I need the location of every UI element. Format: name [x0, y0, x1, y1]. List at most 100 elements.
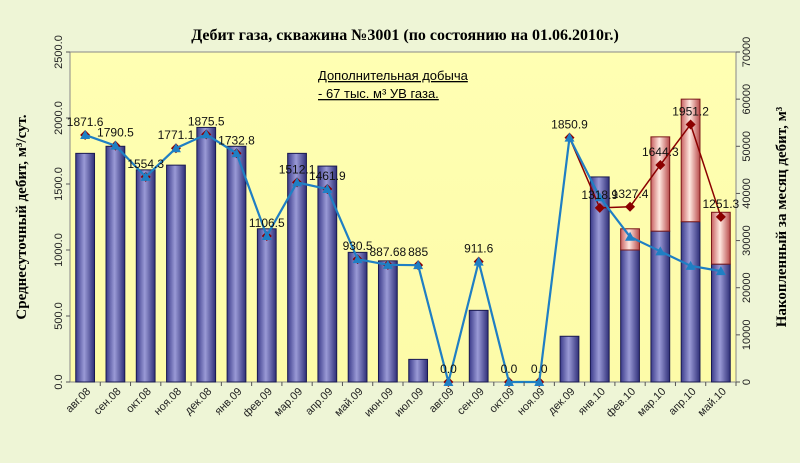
bar-base	[317, 165, 338, 383]
data-label: 1327.4	[612, 187, 649, 201]
bar-base	[710, 263, 731, 383]
point-daily-base	[201, 129, 212, 139]
x-tick-label: сен.09	[455, 386, 487, 418]
data-label: 911.6	[464, 242, 493, 256]
bar-base	[105, 145, 126, 383]
data-label: 1106.5	[249, 216, 285, 230]
point-daily-base	[231, 148, 242, 158]
x-tick-label: дек.08	[183, 386, 215, 418]
point-daily-base	[140, 171, 151, 181]
point-daily-base	[594, 192, 605, 202]
bar-base	[347, 251, 368, 383]
x-tick-label: май.09	[332, 386, 365, 419]
y-tick-label: 2000.0	[53, 101, 65, 135]
bar-base	[559, 335, 580, 383]
data-label: 0.0	[531, 362, 548, 376]
data-label: 930.5	[343, 239, 373, 253]
x-tick-label: янв.09	[213, 386, 245, 418]
y2-tick-label: 30000	[741, 225, 753, 256]
annotation: Дополнительная добыча - 67 тыс. м³ УВ га…	[318, 68, 469, 101]
data-label: 1461.9	[309, 169, 346, 183]
x-tick-label: июл.09	[392, 386, 426, 420]
bar-base	[377, 260, 398, 383]
data-label: 1875.5	[188, 114, 225, 128]
bar-base	[135, 169, 156, 383]
point-daily-base	[352, 254, 363, 264]
point-daily-base	[473, 256, 484, 266]
y-tick-label: 1000.0	[53, 233, 65, 267]
point-daily-base	[625, 231, 636, 241]
point-daily-base	[685, 260, 696, 270]
x-tick-label: апр.10	[667, 386, 699, 418]
data-label: 1871.6	[67, 115, 104, 129]
x-tick-label: мар.10	[635, 386, 668, 419]
bar-base	[166, 164, 186, 383]
x-tick-label: ноя.08	[152, 386, 184, 418]
bar-base	[256, 228, 277, 383]
data-label: 1251.3	[703, 197, 740, 211]
y-axis-label: Среднесуточный дебит, м³/сут.	[14, 114, 30, 319]
line-daily-base	[84, 133, 722, 384]
annotation-line-2: - 67 тыс. м³ УВ газа.	[318, 86, 439, 101]
y2-axis-ticks: 0 10000 20000 30000 40000 50000 60000 70000	[736, 37, 753, 385]
x-tick-label: ноя.09	[515, 386, 547, 418]
x-tick-label: мар.09	[272, 386, 305, 419]
bar-additional	[650, 136, 671, 232]
x-tick-label: май.10	[696, 386, 729, 419]
bar-base	[287, 152, 307, 383]
x-tick-label: сен.08	[92, 386, 124, 418]
data-label: 0.0	[440, 362, 457, 376]
data-label: 1644.3	[642, 145, 679, 159]
data-label: 1732.8	[218, 133, 255, 147]
y-tick-label: 500.0	[53, 302, 65, 330]
y-tick-label: 1500.0	[53, 167, 65, 201]
point-daily-base	[322, 184, 333, 194]
x-tick-label: июн.09	[362, 386, 396, 420]
bar-base	[196, 126, 217, 383]
data-label: 885	[408, 245, 428, 259]
x-tick-label: фев.09	[241, 386, 275, 420]
data-label: 1790.5	[97, 126, 134, 140]
x-tick-label: авг.09	[427, 386, 457, 416]
point-daily-total	[715, 211, 726, 222]
y-axis-ticks: 0.0 500.0 1000.0 1500.0 2000.0 2500.0	[53, 35, 70, 390]
point-daily-base	[564, 132, 575, 142]
point-daily-base	[110, 140, 121, 150]
bar-base	[680, 221, 701, 383]
point-daily-base	[503, 377, 514, 386]
y2-axis-label: Накопленный за месяц дебит, м³	[774, 106, 790, 327]
data-label: 1318.9	[581, 188, 618, 202]
bars	[75, 98, 731, 383]
bar-base	[226, 145, 247, 383]
x-tick-label: окт.08	[124, 386, 154, 416]
x-tick-label: авг.08	[64, 386, 94, 416]
point-daily-base	[655, 246, 666, 256]
bar-base	[468, 309, 489, 383]
point-daily-base	[261, 230, 272, 240]
bar-base	[589, 176, 610, 383]
point-daily-base	[170, 143, 181, 153]
point-daily-base	[80, 129, 91, 139]
point-daily-base	[443, 377, 454, 386]
point-daily-base	[382, 259, 393, 269]
data-label: 1554.3	[127, 157, 164, 171]
annotation-line-1: Дополнительная добыча	[318, 68, 469, 83]
point-daily-base	[715, 266, 726, 276]
y-tick-label: 0.0	[53, 374, 65, 389]
point-daily-base	[534, 377, 545, 386]
data-label: 1771.1	[158, 128, 195, 142]
point-daily-total	[685, 119, 696, 130]
point-daily-total	[625, 201, 636, 212]
series-lines	[80, 119, 726, 387]
data-label: 887.68	[370, 245, 407, 259]
x-tick-label: янв.10	[576, 386, 608, 418]
data-label: 1512.1	[279, 162, 316, 176]
data-label: 1951.2	[672, 104, 709, 118]
x-tick-label: окт.09	[487, 386, 517, 416]
chart-title: Дебит газа, скважина №3001 (по состоянию…	[191, 27, 619, 44]
y2-tick-label: 40000	[741, 178, 753, 209]
point-daily-base	[292, 177, 303, 187]
y2-tick-label: 50000	[741, 131, 753, 162]
